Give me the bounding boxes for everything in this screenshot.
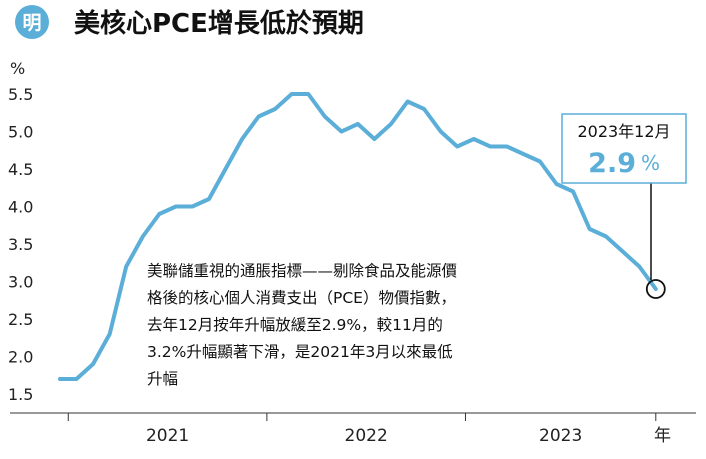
y-tick-label: 3.0 [8, 273, 33, 292]
y-tick-label: 5.5 [8, 85, 33, 104]
series-group [58, 92, 666, 381]
annotation-line: 格後的核心個人消費支出（PCE）物價指數， [147, 289, 456, 307]
callout-date: 2023年12月 [577, 122, 670, 141]
chart-title: 美核心PCE增長低於預期 [74, 8, 364, 39]
callout: 2023年12月 2.9 % [561, 113, 687, 184]
annotation-line: 美聯儲重視的通脹指標——剔除食品及能源價 [147, 262, 458, 280]
highlight-circle [645, 279, 666, 299]
x-tick-label: 2021 [146, 426, 189, 446]
y-axis-label: % [10, 59, 25, 78]
y-tick-label: 3.5 [8, 235, 33, 254]
annotation-line: 升幅 [147, 370, 178, 388]
y-tick-label: 1.5 [8, 385, 33, 404]
y-tick-label: 5.0 [8, 123, 33, 142]
annotation-line: 3.2%升幅顯著下滑，是2021年3月以來最低 [147, 343, 453, 361]
y-tick-labels: 5.5 5.0 4.5 4.0 3.5 3.0 2.5 2.0 1.5 [8, 85, 33, 404]
y-tick-label: 4.5 [8, 160, 33, 179]
logo-text: 明 [22, 12, 41, 34]
x-axis: 2021 2022 2023 年 [10, 412, 696, 446]
y-tick-label: 2.0 [8, 348, 33, 367]
callout-box [561, 113, 687, 184]
callout-value: 2.9 [588, 148, 636, 179]
x-tick-label: 2023 [539, 426, 582, 446]
y-tick-label: 2.5 [8, 310, 33, 329]
callout-unit: % [641, 151, 660, 175]
x-axis-unit-label: 年 [654, 426, 671, 446]
annotation: 美聯儲重視的通脹指標——剔除食品及能源價格後的核心個人消費支出（PCE）物價指數… [147, 262, 458, 388]
annotation-line: 去年12月按年升幅放緩至2.9%，較11月的 [147, 316, 443, 334]
x-tick-label: 2022 [345, 426, 388, 446]
y-tick-label: 4.0 [8, 198, 33, 217]
logo-badge: 明 [15, 5, 49, 39]
